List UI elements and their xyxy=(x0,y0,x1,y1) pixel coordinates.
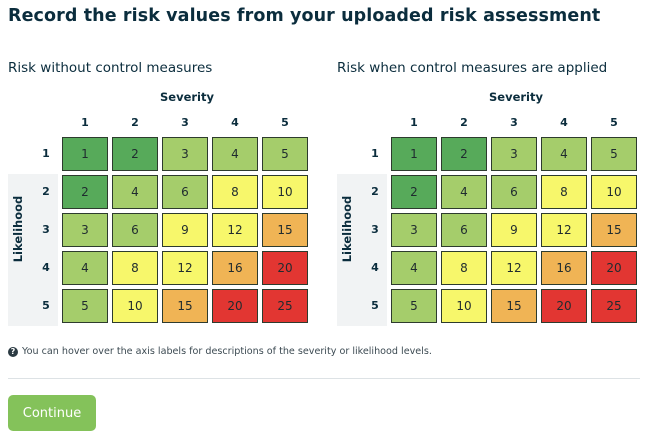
risk-cell[interactable]: 4 xyxy=(391,251,437,285)
risk-cell[interactable]: 1 xyxy=(62,137,108,171)
risk-cell[interactable]: 9 xyxy=(162,213,208,247)
severity-level-label[interactable]: 5 xyxy=(281,116,289,129)
risk-cell[interactable]: 20 xyxy=(212,289,258,323)
risk-matrix-without-controls: Risk without control measures Severity L… xyxy=(8,60,318,326)
info-note: ? You can hover over the axis labels for… xyxy=(8,346,432,357)
continue-button[interactable]: Continue xyxy=(8,395,96,431)
risk-cell[interactable]: 10 xyxy=(262,175,308,209)
likelihood-axis-label[interactable]: Likelihood xyxy=(11,195,25,263)
risk-cell[interactable]: 8 xyxy=(212,175,258,209)
likelihood-level-label[interactable]: 3 xyxy=(42,223,50,236)
likelihood-level-label[interactable]: 1 xyxy=(371,147,379,160)
risk-cell[interactable]: 9 xyxy=(491,213,537,247)
likelihood-level-label[interactable]: 4 xyxy=(371,261,379,274)
risk-cell[interactable]: 12 xyxy=(491,251,537,285)
severity-level-label[interactable]: 4 xyxy=(231,116,239,129)
likelihood-level-label[interactable]: 5 xyxy=(371,299,379,312)
risk-grid: 1 2 3 4 5 2 4 6 8 10 3 6 9 12 15 4 8 12 16 20 5 10 15 20 25 xyxy=(62,137,308,323)
likelihood-level-label[interactable]: 2 xyxy=(42,185,50,198)
risk-cell[interactable]: 2 xyxy=(112,137,158,171)
risk-cell[interactable]: 8 xyxy=(441,251,487,285)
risk-cell[interactable]: 3 xyxy=(162,137,208,171)
severity-level-label[interactable]: 2 xyxy=(131,116,139,129)
risk-cell[interactable]: 4 xyxy=(441,175,487,209)
question-circle-icon: ? xyxy=(8,346,18,357)
risk-grid: 1 2 3 4 5 2 4 6 8 10 3 6 9 12 15 4 8 12 16 20 5 10 15 20 25 xyxy=(391,137,637,323)
matrix-heading: Risk without control measures xyxy=(8,60,213,76)
risk-cell[interactable]: 8 xyxy=(112,251,158,285)
severity-level-label[interactable]: 3 xyxy=(181,116,189,129)
likelihood-axis-label[interactable]: Likelihood xyxy=(340,195,354,263)
matrix-heading: Risk when control measures are applied xyxy=(337,60,608,76)
severity-level-label[interactable]: 1 xyxy=(81,116,89,129)
risk-cell[interactable]: 12 xyxy=(541,213,587,247)
likelihood-level-label[interactable]: 5 xyxy=(42,299,50,312)
risk-cell[interactable]: 5 xyxy=(391,289,437,323)
risk-cell[interactable]: 10 xyxy=(441,289,487,323)
likelihood-level-label[interactable]: 1 xyxy=(42,147,50,160)
risk-cell[interactable]: 12 xyxy=(162,251,208,285)
risk-cell[interactable]: 16 xyxy=(541,251,587,285)
likelihood-level-label[interactable]: 3 xyxy=(371,223,379,236)
likelihood-band xyxy=(337,174,387,326)
risk-cell[interactable]: 6 xyxy=(441,213,487,247)
risk-cell[interactable]: 15 xyxy=(162,289,208,323)
risk-cell[interactable]: 6 xyxy=(112,213,158,247)
risk-cell[interactable]: 6 xyxy=(162,175,208,209)
risk-matrix-with-controls: Risk when control measures are applied S… xyxy=(337,60,647,326)
risk-cell[interactable]: 2 xyxy=(62,175,108,209)
severity-level-label[interactable]: 2 xyxy=(460,116,468,129)
risk-cell[interactable]: 15 xyxy=(491,289,537,323)
risk-cell[interactable]: 6 xyxy=(491,175,537,209)
risk-cell[interactable]: 5 xyxy=(591,137,637,171)
divider xyxy=(8,378,640,379)
risk-cell[interactable]: 4 xyxy=(541,137,587,171)
risk-cell[interactable]: 4 xyxy=(62,251,108,285)
severity-axis-label[interactable]: Severity xyxy=(160,90,214,104)
risk-cell[interactable]: 5 xyxy=(262,137,308,171)
risk-cell[interactable]: 16 xyxy=(212,251,258,285)
severity-axis-label[interactable]: Severity xyxy=(489,90,543,104)
risk-cell[interactable]: 15 xyxy=(591,213,637,247)
risk-cell[interactable]: 10 xyxy=(112,289,158,323)
severity-level-label[interactable]: 5 xyxy=(610,116,618,129)
risk-cell[interactable]: 8 xyxy=(541,175,587,209)
risk-cell[interactable]: 5 xyxy=(62,289,108,323)
severity-level-label[interactable]: 1 xyxy=(410,116,418,129)
severity-level-label[interactable]: 3 xyxy=(510,116,518,129)
severity-level-label[interactable]: 4 xyxy=(560,116,568,129)
risk-cell[interactable]: 25 xyxy=(262,289,308,323)
risk-cell[interactable]: 3 xyxy=(491,137,537,171)
risk-cell[interactable]: 15 xyxy=(262,213,308,247)
page-title: Record the risk values from your uploade… xyxy=(8,6,601,26)
risk-cell[interactable]: 3 xyxy=(391,213,437,247)
risk-cell[interactable]: 20 xyxy=(541,289,587,323)
risk-cell[interactable]: 25 xyxy=(591,289,637,323)
risk-cell[interactable]: 1 xyxy=(391,137,437,171)
risk-cell[interactable]: 12 xyxy=(212,213,258,247)
info-text: You can hover over the axis labels for d… xyxy=(22,346,432,357)
risk-cell[interactable]: 2 xyxy=(441,137,487,171)
risk-cell[interactable]: 2 xyxy=(391,175,437,209)
risk-cell[interactable]: 20 xyxy=(591,251,637,285)
risk-cell[interactable]: 4 xyxy=(212,137,258,171)
risk-cell[interactable]: 4 xyxy=(112,175,158,209)
risk-cell[interactable]: 3 xyxy=(62,213,108,247)
likelihood-band xyxy=(8,174,58,326)
likelihood-level-label[interactable]: 2 xyxy=(371,185,379,198)
likelihood-level-label[interactable]: 4 xyxy=(42,261,50,274)
risk-cell[interactable]: 10 xyxy=(591,175,637,209)
risk-cell[interactable]: 20 xyxy=(262,251,308,285)
